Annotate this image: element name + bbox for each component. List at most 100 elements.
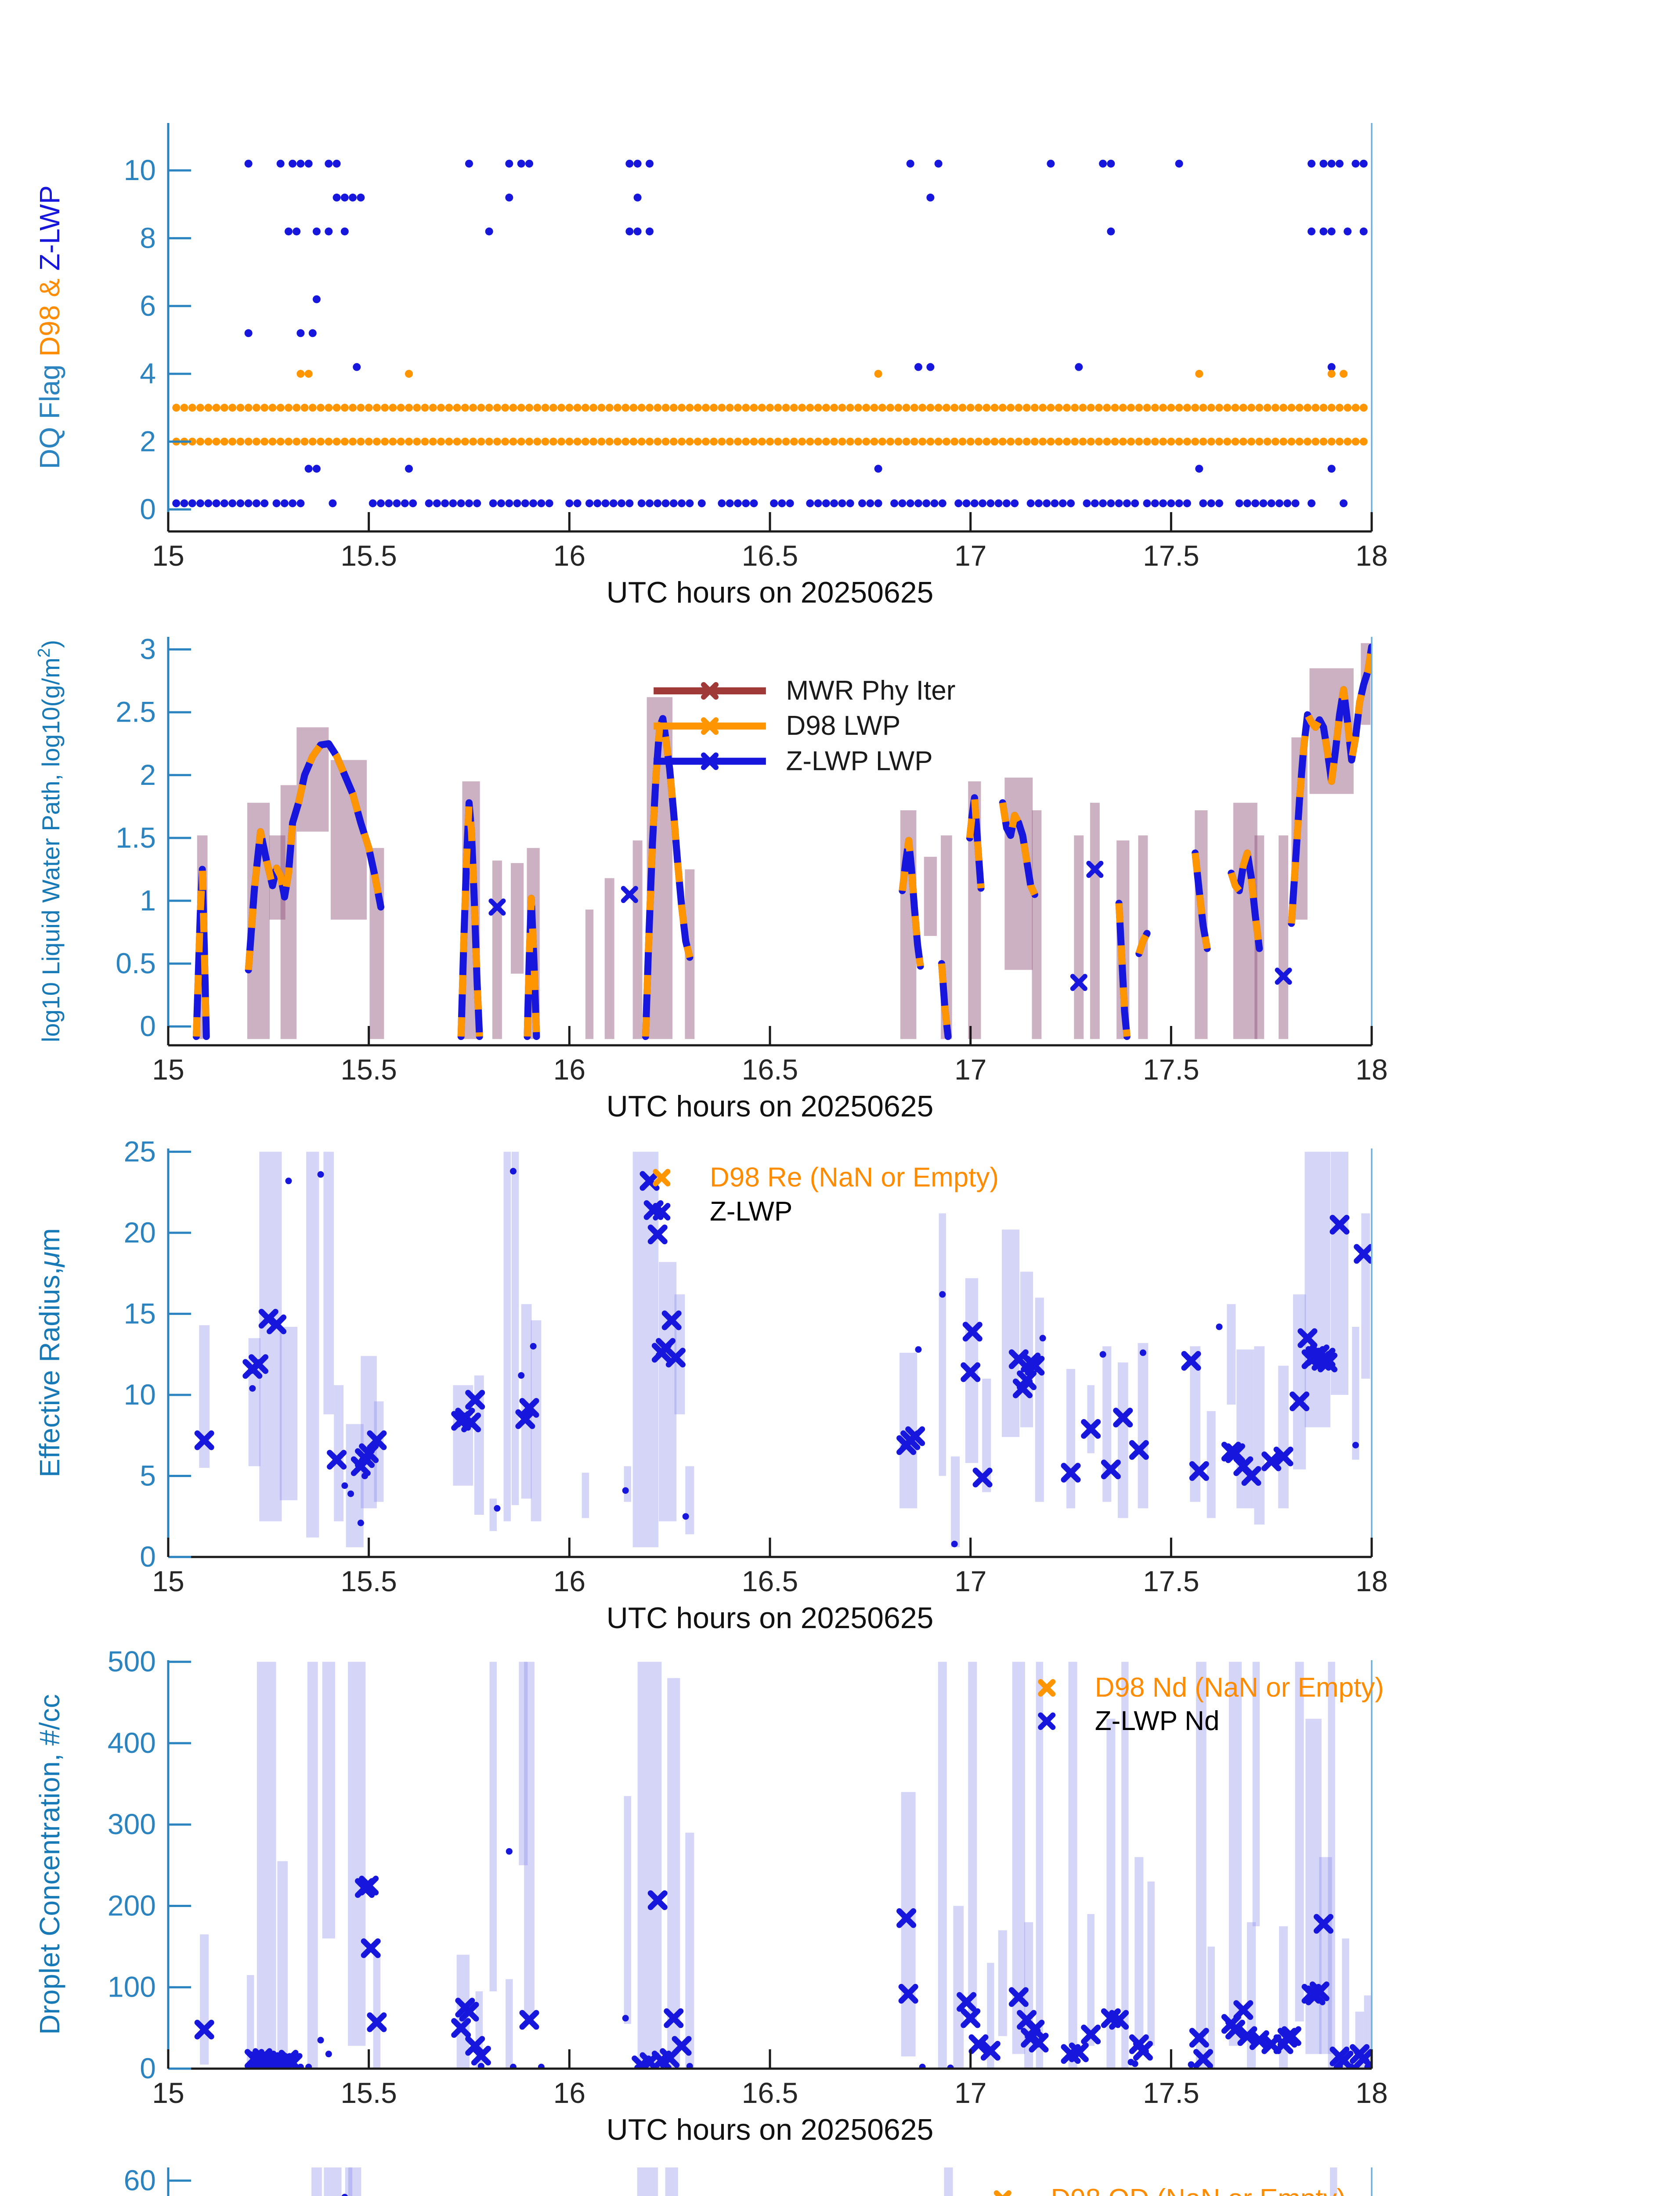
flag-dot (517, 159, 525, 168)
flag-dot (1175, 159, 1183, 168)
z-lwp-x-marker (898, 1984, 918, 2004)
flag-dot (910, 404, 918, 412)
flag-dot (501, 404, 509, 412)
flag-dot (381, 404, 389, 412)
flag-dot (718, 404, 726, 412)
flag-dot (409, 499, 417, 507)
uncertainty-band (1121, 1661, 1129, 2069)
flag-dot (1308, 227, 1315, 235)
uncertainty-band (968, 1661, 977, 2022)
flag-dot (958, 437, 967, 446)
flag-dot (304, 370, 313, 378)
z-lwp-x-marker (519, 2010, 539, 2030)
flag-dot (822, 404, 830, 412)
legend-label: Z-LWP LWP (786, 746, 933, 776)
uncertainty-band (307, 1661, 318, 2069)
y-tick-label: 10 (124, 154, 156, 186)
flag-dot (188, 499, 196, 507)
z-lwp-x-marker (1017, 1370, 1037, 1391)
flag-dot (573, 499, 582, 507)
flag-dot (1335, 159, 1344, 168)
small-dot (686, 2062, 693, 2069)
uncertainty-band (1295, 1661, 1304, 2022)
flag-dot (862, 437, 871, 446)
flag-dot (758, 437, 766, 446)
flag-dot (1207, 499, 1215, 507)
small-dot (317, 1171, 324, 1178)
flag-dot (585, 499, 593, 507)
flag-dot (778, 499, 786, 507)
d98-lwp-dashed-line (642, 715, 694, 1037)
flag-dot (1022, 437, 1031, 446)
uncertainty-band (938, 1661, 947, 2069)
flag-dot (465, 499, 473, 507)
flag-dot (1295, 404, 1304, 412)
flag-dot (1344, 227, 1352, 235)
flag-dot (296, 159, 305, 168)
uncertainty-band (624, 1796, 631, 2024)
flag-dot (437, 437, 445, 446)
z-lwp-x-marker (1189, 1461, 1209, 1481)
flag-dot (1075, 363, 1083, 371)
uncertainty-band (259, 1152, 282, 1521)
flag-dot (1340, 499, 1348, 507)
flag-dot (1223, 404, 1232, 412)
x-tick-label: 18 (1355, 1053, 1387, 1086)
flag-dot (1159, 404, 1167, 412)
blue-flag-dot-row (172, 499, 1348, 507)
uncertainty-band (1117, 1362, 1128, 1518)
flag-dot (983, 437, 991, 446)
flag-dot (1359, 159, 1368, 168)
flag-dot (983, 404, 991, 412)
d98-lwp-dashed-line (966, 794, 985, 889)
flag-dot (1119, 437, 1127, 446)
flag-dot (1159, 499, 1167, 507)
z-lwp-x-marker (451, 2018, 471, 2038)
flag-dot (633, 159, 642, 168)
d98-lwp-dashed-line (1192, 852, 1211, 950)
y-tick-label: 2 (140, 758, 156, 791)
uncertainty-band (524, 1661, 535, 2019)
flag-dot (629, 437, 638, 446)
flag-dot (1183, 499, 1191, 507)
legend-x-marker (701, 682, 719, 700)
flag-dot (204, 499, 213, 507)
subplot-droplet-concentration: 0 100 200 300 400 500 15 15.5 16 16.5 17 17.5 18 UTC … (34, 1645, 1388, 2146)
flag-dot (1359, 404, 1368, 412)
uncertainty-band (1036, 1661, 1043, 2069)
flag-dot (798, 404, 806, 412)
flag-dot (1303, 404, 1311, 412)
z-lwp-x-marker (905, 1426, 925, 1446)
flag-dot (906, 499, 914, 507)
uncertainty-band (453, 1385, 473, 1486)
flag-dot (1239, 437, 1247, 446)
flag-dot (473, 499, 481, 507)
flag-dot (646, 159, 654, 168)
blue-flag-points (244, 159, 1368, 168)
flag-dot (1015, 404, 1023, 412)
y-tick-label: 100 (108, 1971, 156, 2003)
flag-dot (421, 437, 429, 446)
flag-dot (236, 404, 245, 412)
small-dot (915, 1346, 922, 1353)
flag-dot (806, 437, 814, 446)
y-axis-label-part: 2 (35, 648, 54, 658)
flag-dot (437, 404, 445, 412)
flag-dot (317, 404, 325, 412)
flag-dot (204, 437, 213, 446)
z-lwp-x-marker (1297, 1328, 1318, 1348)
plot-area-droplet-concentration (194, 1661, 1372, 2069)
z-lwp-x-marker (1313, 1914, 1333, 1934)
z-lwp-marker (1086, 860, 1104, 878)
small-dot (939, 1291, 946, 1298)
flag-dot (1207, 437, 1215, 446)
flag-dot (766, 404, 774, 412)
legend-label: D98 LWP (786, 711, 901, 741)
uncertainty-band (474, 1375, 484, 1515)
flag-dot (485, 227, 493, 235)
flag-dot (726, 404, 734, 412)
flag-dot (1351, 159, 1360, 168)
blue-flag-points (353, 363, 1336, 371)
flag-dot (1359, 437, 1368, 446)
y-axis-label: Effective Radius,μm (34, 1228, 65, 1477)
